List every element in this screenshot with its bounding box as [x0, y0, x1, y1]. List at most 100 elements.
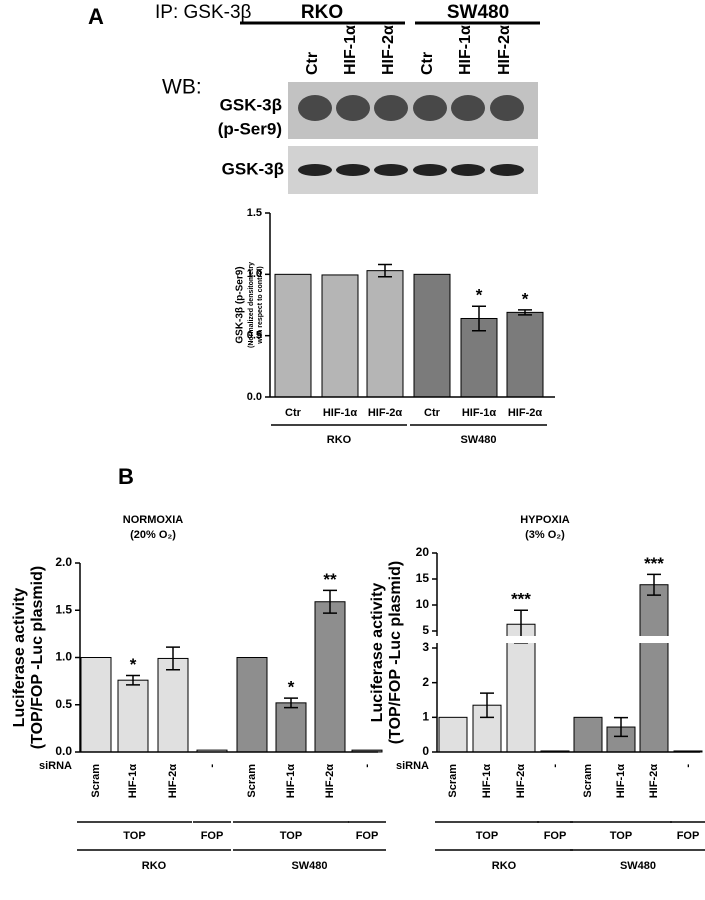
- band: [374, 95, 408, 121]
- band: [413, 95, 447, 121]
- bar: [117, 679, 149, 753]
- subgroup-label: TOP: [610, 830, 632, 842]
- y-tick-label: 1: [422, 710, 429, 724]
- bar: [573, 716, 603, 753]
- lane-label: HIF-1α: [342, 25, 359, 75]
- x-tick-label: Ctr: [285, 407, 302, 419]
- bar: [157, 657, 189, 753]
- error-bar: [323, 589, 337, 614]
- x-tick-label: HIF-1α: [462, 407, 497, 419]
- bar: [506, 311, 544, 398]
- band: [490, 164, 524, 176]
- bar: [438, 716, 468, 753]
- error-bar: [472, 305, 486, 332]
- blot-label: GSK-3β: [220, 95, 282, 114]
- y-axis-label: GSK-3β (p-Ser9): [235, 266, 246, 343]
- group-label: RKO: [492, 860, 517, 872]
- blot-label: (p-Ser9): [218, 119, 282, 138]
- error-bar: [284, 697, 298, 709]
- x-tick-label: Ctr: [424, 407, 441, 419]
- group-label: RKO: [142, 860, 167, 872]
- bar: [366, 270, 404, 398]
- error-bar: [480, 692, 494, 719]
- band: [374, 164, 408, 176]
- blot-label: GSK-3β: [222, 159, 284, 178]
- y-tick-label: 1.5: [247, 207, 262, 219]
- y-tick-label: 2.0: [55, 555, 72, 569]
- bar: [413, 273, 451, 398]
- y-tick-label: 0.0: [247, 391, 262, 403]
- y-tick-label: 1.0: [55, 650, 72, 664]
- wb-label: WB:: [162, 76, 202, 99]
- x-tick-label: HIF-1α: [481, 764, 493, 799]
- band: [336, 164, 370, 176]
- x-tick-label: HIF-1α: [323, 407, 358, 419]
- lane-label: HIF-1α: [457, 25, 474, 75]
- group-label: SW480: [447, 2, 509, 23]
- group-label: SW480: [460, 434, 496, 446]
- subgroup-label: FOP: [356, 830, 379, 842]
- y-axis-label: with respect to control): [257, 266, 264, 344]
- annotation: *: [522, 289, 529, 308]
- band: [298, 95, 332, 121]
- panel-label: B: [118, 464, 134, 489]
- bar: [321, 274, 359, 398]
- subgroup-label: FOP: [677, 830, 700, 842]
- subgroup-label: TOP: [123, 830, 145, 842]
- chart: GSK-3β (p-Ser9) (Normalized densitometry w…: [235, 207, 555, 446]
- x-row-label: siRNA: [39, 760, 72, 772]
- y-tick-label: 20: [416, 545, 430, 559]
- bar: [506, 623, 536, 753]
- band: [298, 164, 332, 176]
- y-tick-label: 3: [422, 640, 429, 654]
- chart-subtitle: (3% O₂): [525, 529, 565, 541]
- bar: [274, 273, 312, 398]
- bar: [80, 657, 112, 753]
- x-tick-label: Scram: [582, 764, 594, 798]
- bar: [314, 601, 346, 753]
- group-label: RKO: [327, 434, 352, 446]
- x-tick-label: -: [361, 764, 373, 768]
- x-tick-label: Scram: [246, 764, 258, 798]
- panel-label: A: [88, 4, 104, 29]
- chart: NORMOXIA(20% O₂)Luciferase activity (TOP/…: [11, 514, 386, 872]
- band: [451, 164, 485, 176]
- axis-break: [429, 636, 700, 643]
- bar: [236, 657, 268, 753]
- x-tick-label: -: [206, 764, 218, 768]
- subgroup-label: TOP: [476, 830, 498, 842]
- y-axis-label: Luciferase activity: [11, 588, 28, 728]
- group-label: SW480: [620, 860, 656, 872]
- lane-label: Ctr: [304, 52, 321, 75]
- annotation: *: [476, 286, 483, 305]
- group-label: SW480: [291, 860, 327, 872]
- x-row-label: siRNA: [396, 760, 429, 772]
- band: [451, 95, 485, 121]
- error-bar: [126, 674, 140, 686]
- chart-title: HYPOXIA: [520, 514, 570, 526]
- x-tick-label: HIF-2α: [167, 764, 179, 799]
- annotation: **: [323, 570, 337, 589]
- y-tick-label: 0: [422, 744, 429, 758]
- y-tick-label: 10: [416, 597, 430, 611]
- chart-subtitle: (20% O₂): [130, 529, 176, 541]
- lane-label: Ctr: [419, 52, 436, 75]
- x-tick-label: HIF-1α: [285, 764, 297, 799]
- annotation: *: [130, 655, 137, 674]
- band: [413, 164, 447, 176]
- group-label: RKO: [301, 2, 343, 23]
- chart: HYPOXIA (3% O₂) Luciferase activity (TOP/FO…: [369, 514, 705, 872]
- y-tick-label: 1.5: [55, 602, 72, 616]
- subgroup-label: TOP: [280, 830, 302, 842]
- error-bar: [166, 646, 180, 671]
- x-tick-label: -: [682, 764, 694, 768]
- x-tick-label: Scram: [447, 764, 459, 798]
- x-tick-label: HIF-2α: [648, 764, 660, 799]
- band: [490, 95, 524, 121]
- x-tick-label: HIF-1α: [615, 764, 627, 799]
- error-bar: [378, 263, 392, 278]
- subgroup-label: FOP: [201, 830, 224, 842]
- x-tick-label: HIF-2α: [368, 407, 403, 419]
